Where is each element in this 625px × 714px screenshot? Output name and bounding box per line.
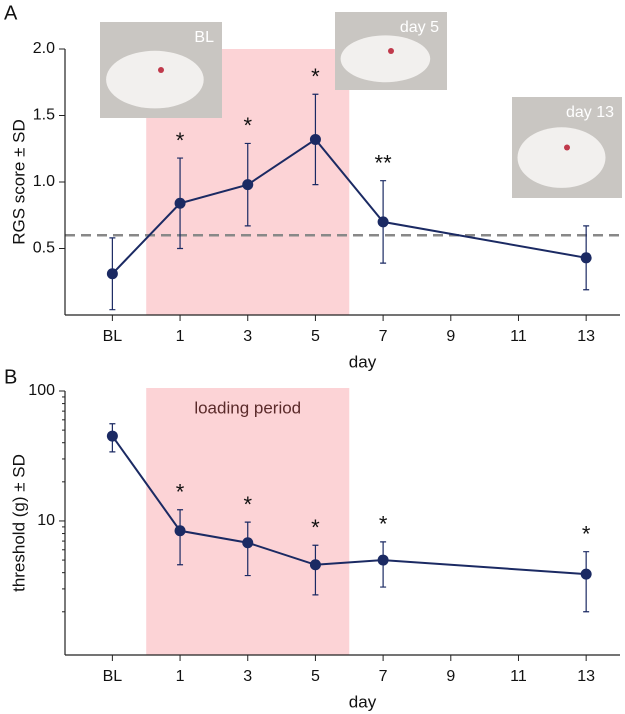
error-bar: [583, 551, 590, 613]
data-point: [309, 133, 321, 145]
rat-photo-head: [340, 35, 431, 83]
significance-mark: *: [311, 64, 320, 89]
x-tick-label: 7: [379, 328, 388, 345]
photo-label: day 5: [400, 19, 439, 36]
y-tick-label: 10: [37, 512, 55, 529]
rat-photo-head: [517, 127, 606, 188]
data-line: [111, 138, 587, 275]
error-bar: [244, 521, 251, 577]
rat-photo-eye: [564, 144, 570, 151]
data-point: [174, 525, 186, 537]
data-line: [111, 435, 587, 576]
x-tick-label: 3: [243, 328, 252, 345]
significance-mark: *: [311, 515, 320, 540]
x-tick-label: BL: [103, 668, 123, 685]
photo-label: BL: [194, 29, 214, 46]
data-point: [106, 268, 118, 280]
rat-photo-eye: [158, 67, 164, 73]
shade-label: loading period: [194, 398, 301, 417]
data-point: [309, 559, 321, 571]
rat-photo-head: [106, 50, 204, 109]
x-tick-label: 11: [510, 668, 527, 685]
significance-mark: *: [582, 522, 591, 547]
x-tick-label: BL: [103, 328, 123, 345]
y-tick-label: 0.5: [33, 240, 55, 257]
significance-mark: *: [379, 512, 388, 537]
y-axis-label: threshold (g) ± SD: [9, 454, 28, 592]
x-tick-label: 7: [379, 668, 388, 685]
data-point: [580, 568, 592, 580]
data-point: [242, 179, 254, 191]
panel-letter: B: [4, 366, 17, 388]
y-tick-label: 1.0: [33, 173, 55, 190]
x-tick-label: 1: [176, 328, 185, 345]
data-point: [377, 554, 389, 566]
data-point: [377, 216, 389, 228]
significance-mark: **: [375, 150, 393, 175]
x-tick-label: 3: [243, 668, 252, 685]
x-tick-label: 9: [446, 328, 455, 345]
x-tick-label: 1: [176, 668, 185, 685]
y-tick-label: 2.0: [33, 40, 55, 57]
data-point: [174, 197, 186, 209]
significance-mark: *: [243, 492, 252, 517]
x-tick-label: 5: [311, 328, 320, 345]
data-point: [242, 537, 254, 549]
x-tick-label: 11: [510, 328, 527, 345]
significance-mark: *: [243, 113, 252, 138]
rat-photo-eye: [388, 48, 394, 54]
significance-mark: *: [176, 480, 185, 505]
data-point: [580, 252, 592, 264]
y-tick-label: 100: [28, 382, 55, 399]
x-tick-label: 9: [446, 668, 455, 685]
panel-letter: A: [4, 2, 18, 24]
significance-mark: *: [176, 128, 185, 153]
y-axis-label: RGS score ± SD: [9, 119, 28, 245]
x-tick-label: 13: [577, 668, 595, 685]
x-tick-label: 5: [311, 668, 320, 685]
photo-label: day 13: [566, 104, 614, 121]
x-tick-label: 13: [577, 328, 595, 345]
x-axis-label: day: [349, 352, 377, 371]
y-tick-label: 1.5: [33, 107, 55, 124]
data-point: [106, 430, 118, 442]
x-axis-label: day: [349, 692, 377, 711]
error-bar: [177, 509, 184, 566]
